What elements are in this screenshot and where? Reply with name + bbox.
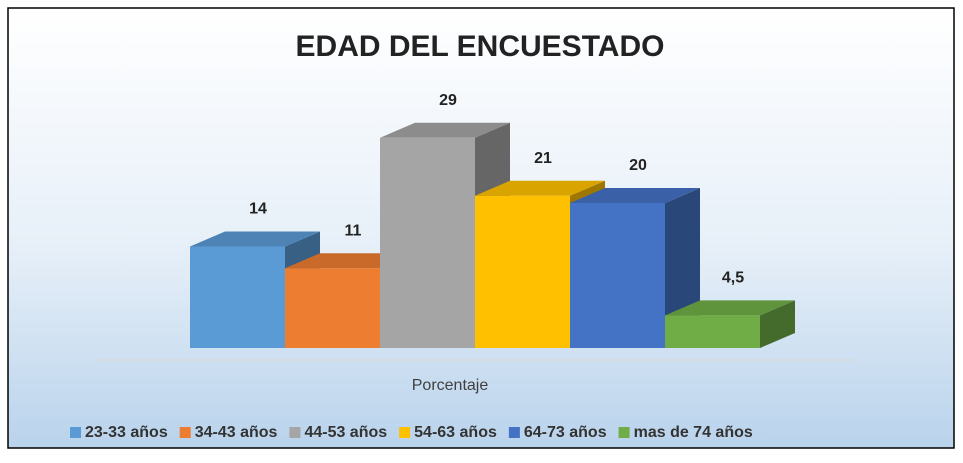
bar-top [380, 122, 510, 138]
bar-front [285, 268, 380, 348]
bar-front [380, 137, 475, 348]
data-label: 29 [439, 92, 457, 109]
bar [665, 300, 795, 348]
chart-title: EDAD DEL ENCUESTADO [296, 30, 665, 63]
legend-swatch [399, 427, 411, 438]
data-label: 14 [249, 201, 267, 218]
bar-top [475, 180, 605, 196]
data-label: 21 [534, 150, 552, 167]
bar-front [665, 315, 760, 348]
legend-label: 64-73 años [524, 424, 607, 441]
x-tick-label: Porcentaje [412, 377, 489, 394]
legend-label: 23-33 años [85, 424, 168, 441]
bar-top [190, 231, 320, 247]
legend-swatch [618, 427, 630, 438]
legend-label: 54-63 años [414, 424, 497, 441]
bar-top [665, 300, 795, 316]
data-label: 11 [345, 222, 362, 239]
legend-label: 34-43 años [195, 424, 278, 441]
bar-side [760, 300, 795, 348]
bar-front [190, 246, 285, 348]
data-label: 20 [629, 157, 647, 174]
data-label: 4,5 [722, 270, 744, 287]
bar-front [570, 203, 665, 348]
legend-label: mas de 74 años [634, 424, 753, 441]
legend-swatch [179, 427, 191, 438]
bar-front [475, 195, 570, 348]
legend-swatch [289, 427, 301, 438]
legend-label: 44-53 años [304, 424, 387, 441]
legend-swatch [70, 427, 81, 438]
legend-swatch [508, 427, 520, 438]
bar-top [570, 188, 700, 203]
